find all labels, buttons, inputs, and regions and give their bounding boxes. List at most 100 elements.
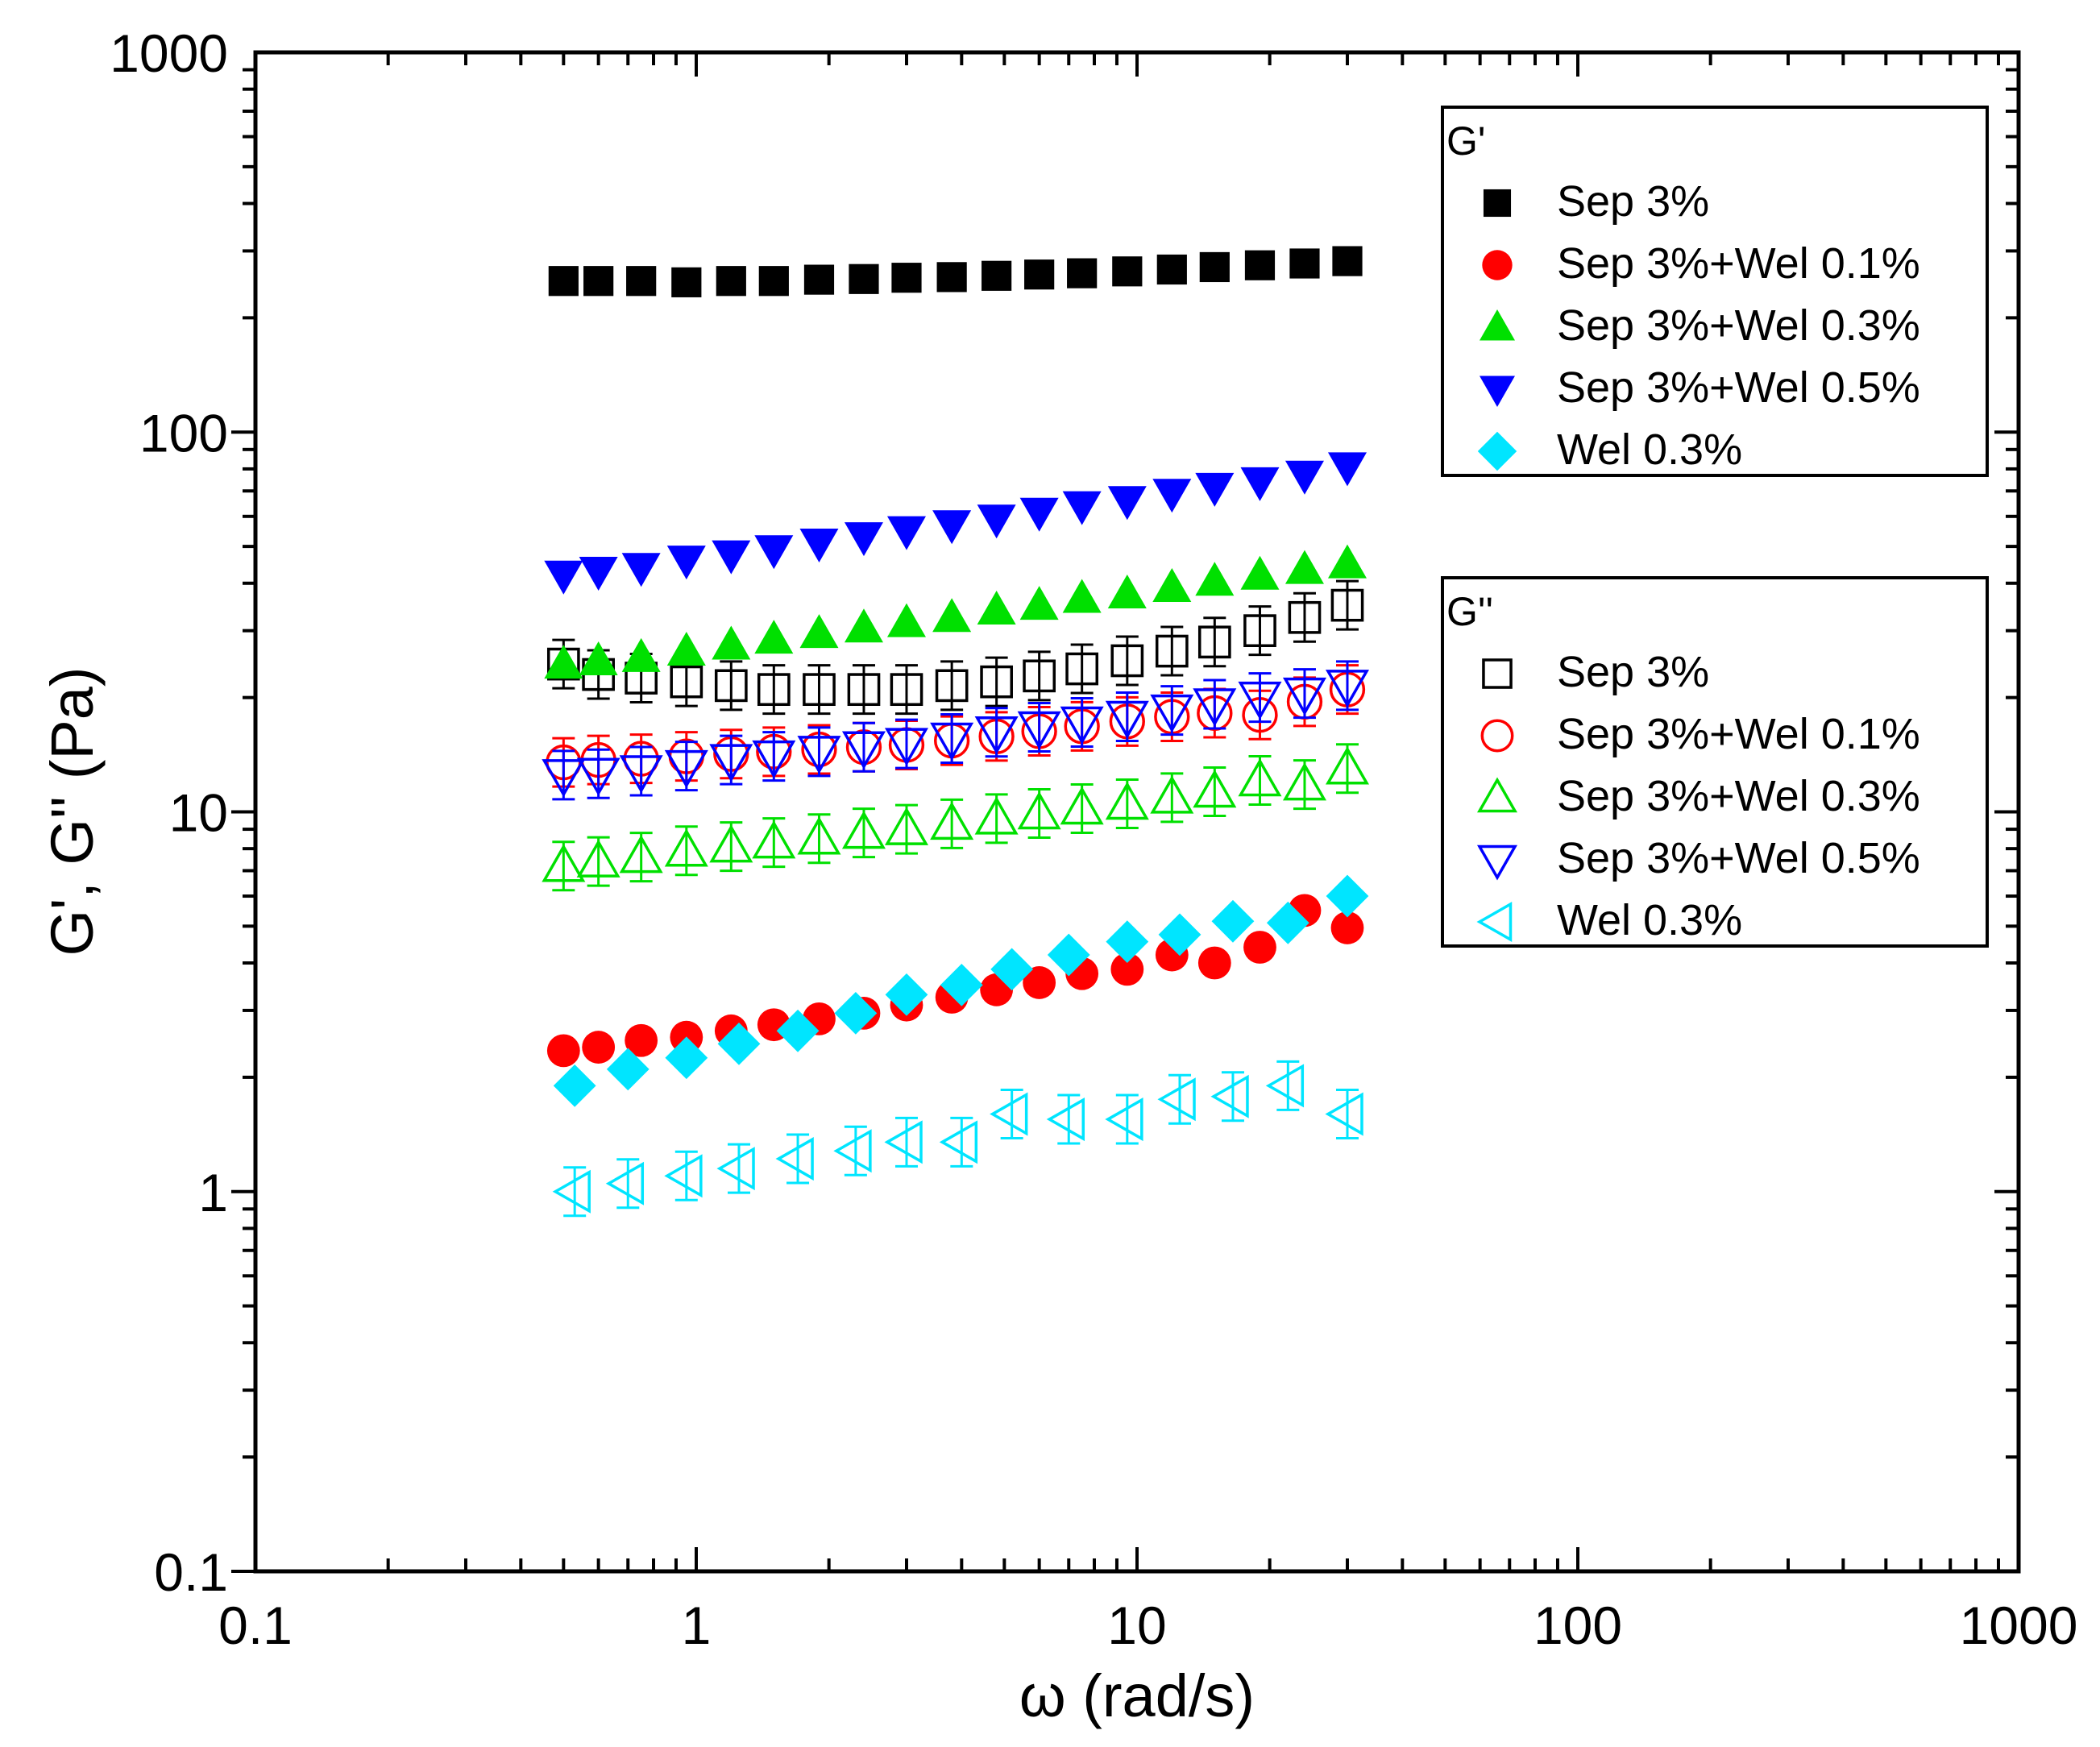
data-point (626, 266, 657, 297)
data-point (776, 1009, 820, 1052)
data-point (797, 736, 841, 774)
data-point (1060, 706, 1104, 745)
legend-label: Sep 3%+Wel 0.3% (1557, 301, 1920, 350)
data-point (1017, 791, 1061, 830)
legend-marker (1477, 431, 1517, 471)
data-point (884, 1120, 923, 1164)
legend-loss-box (1441, 576, 1989, 948)
data-point (758, 266, 789, 297)
x-tick-label: 1 (682, 1596, 712, 1655)
data-point (799, 614, 839, 649)
series-storage-3 (544, 452, 1367, 595)
data-point (1107, 574, 1147, 608)
data-point (1284, 550, 1324, 584)
data-point (1046, 1098, 1085, 1142)
data-point (666, 546, 706, 580)
data-point (605, 1161, 645, 1205)
series-storage-0 (548, 246, 1363, 297)
data-point (1288, 600, 1322, 634)
data-point (752, 820, 796, 859)
data-point (1240, 467, 1280, 501)
legend-storage-title: G' (1446, 118, 1485, 164)
data-point (1282, 677, 1326, 716)
legend-label: Sep 3% (1557, 177, 1709, 226)
data-point (1157, 1077, 1196, 1122)
y-tick-label: 0.1 (154, 1542, 228, 1602)
series-loss-8 (542, 660, 1370, 801)
data-point (1210, 1074, 1249, 1118)
data-point (544, 560, 583, 595)
data-point (980, 665, 1013, 699)
legend-label: Sep 3%+Wel 0.5% (1557, 834, 1920, 882)
legend-label: Sep 3% (1557, 648, 1709, 696)
y-tick-label: 10 (169, 783, 228, 843)
x-tick-label: 10 (1107, 1596, 1166, 1655)
x-tick-label: 100 (1533, 1596, 1622, 1655)
data-point (670, 665, 703, 699)
y-axis-label: G', G'' (Pa) (39, 667, 106, 956)
data-point (553, 1064, 596, 1107)
data-point (1266, 901, 1309, 944)
data-point (1193, 688, 1237, 727)
data-point (884, 807, 929, 845)
data-point (990, 948, 1034, 991)
legend-storage-box (1441, 106, 1989, 477)
data-point (1199, 251, 1230, 283)
data-point (932, 510, 972, 545)
legend-marker (1480, 719, 1514, 753)
x-tick-labels: 0.1 1 10 100 1000 (218, 1596, 2077, 1655)
data-point (1325, 746, 1370, 785)
data-point (886, 516, 926, 550)
data-point (542, 759, 586, 798)
data-point (841, 731, 886, 770)
data-point (890, 673, 923, 707)
series-storage-4 (553, 874, 1369, 1107)
data-point (930, 801, 974, 840)
data-point (834, 991, 878, 1035)
data-point (579, 641, 618, 675)
axis-ticks (231, 52, 2019, 1573)
data-point (803, 264, 835, 295)
data-point (891, 263, 922, 293)
data-point (576, 839, 620, 878)
data-point (621, 637, 661, 672)
data-point (1282, 762, 1326, 801)
legend-marker (1482, 658, 1513, 689)
data-point (1195, 562, 1235, 596)
data-point (775, 1137, 814, 1181)
data-point (884, 728, 929, 766)
data-point (1325, 670, 1370, 708)
data-point (1105, 781, 1149, 820)
data-point (930, 722, 974, 761)
data-point (579, 556, 618, 591)
x-axis-label: ω (rad/s) (1019, 1662, 1255, 1729)
data-point (1152, 479, 1192, 513)
data-point (1019, 586, 1059, 620)
data-point (799, 529, 839, 563)
data-point (940, 963, 983, 1006)
data-point (1243, 931, 1276, 964)
data-point (1023, 659, 1056, 693)
data-point (990, 1092, 1028, 1136)
legend-marker (1476, 844, 1518, 881)
data-point (1289, 248, 1320, 279)
data-point (665, 1036, 708, 1080)
data-point (712, 540, 751, 575)
data-point (1332, 246, 1363, 276)
data-point (582, 1031, 616, 1064)
data-point (977, 504, 1016, 539)
data-point (752, 740, 796, 779)
data-point (1017, 711, 1061, 750)
data-point (1284, 460, 1324, 495)
legend-storage-items: Sep 3% Sep 3%+Wel 0.1% Sep 3%+Wel 0.3% Sep … (1477, 177, 1920, 474)
legend-marker (1480, 309, 1515, 341)
data-point (1330, 588, 1364, 622)
data-point (982, 260, 1012, 291)
data-point (619, 835, 663, 874)
data-point (1067, 258, 1098, 288)
data-point (886, 603, 926, 637)
data-point (1156, 254, 1187, 285)
legend-marker (1476, 901, 1513, 943)
data-point (932, 598, 972, 633)
